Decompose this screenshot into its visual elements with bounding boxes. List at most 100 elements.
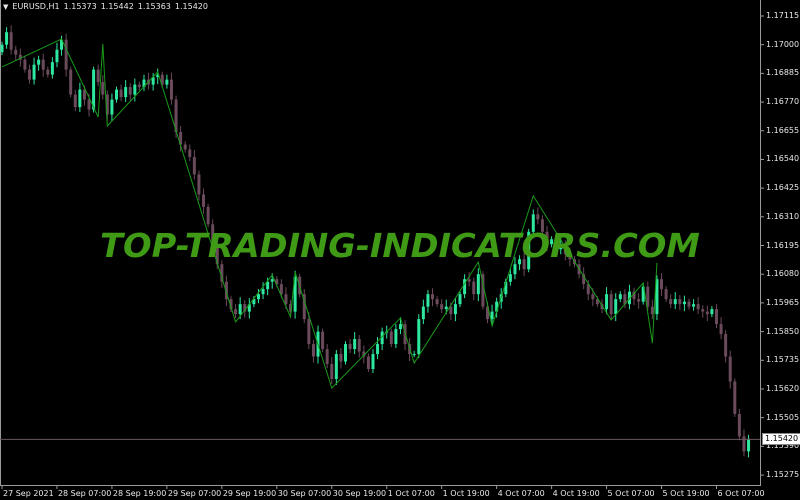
- candle-body: [595, 299, 599, 305]
- candle-body: [60, 39, 64, 50]
- candle: [655, 275, 659, 321]
- candle-body: [82, 89, 86, 100]
- candle: [389, 328, 393, 348]
- candle: [618, 291, 622, 303]
- candle-body: [160, 74, 164, 85]
- candle-body: [476, 274, 480, 295]
- time-tick-label: 5 Oct 19:00: [662, 489, 710, 498]
- candle-body: [96, 69, 100, 83]
- candle: [692, 299, 696, 311]
- candle-body: [605, 294, 609, 310]
- candle-body: [206, 206, 210, 225]
- candle-body: [632, 291, 636, 300]
- candle-body: [73, 94, 77, 108]
- candle: [133, 78, 137, 102]
- candle: [664, 286, 668, 303]
- candle: [660, 273, 664, 297]
- candle-body: [151, 77, 155, 85]
- candle: [192, 149, 196, 180]
- time-tick-label: 6 Oct 07:00: [717, 489, 765, 498]
- candle: [41, 53, 45, 77]
- triangle-down-icon[interactable]: ▼: [3, 2, 9, 11]
- candle: [669, 294, 673, 309]
- candle: [453, 298, 457, 322]
- candle-body: [41, 59, 45, 70]
- candle: [490, 304, 494, 325]
- candle: [211, 219, 215, 249]
- candle: [527, 228, 531, 273]
- time-tick-label: 5 Oct 07:00: [607, 489, 655, 498]
- candle-body: [344, 344, 347, 362]
- candle: [169, 72, 173, 105]
- candle-body: [412, 354, 416, 356]
- candle: [714, 304, 718, 329]
- candle: [18, 48, 22, 67]
- time-tick-label: 29 Sep 19:00: [222, 489, 277, 498]
- candle: [495, 297, 499, 318]
- candle-body: [495, 301, 499, 312]
- candle-body: [50, 62, 54, 75]
- ohlc-low: 1.15363: [137, 2, 171, 11]
- candle-body: [256, 294, 260, 300]
- candle: [69, 66, 73, 98]
- candle-body: [724, 334, 728, 357]
- candle: [334, 350, 338, 385]
- time-tick-label: 28 Sep 19:00: [112, 489, 167, 498]
- time-tick-label: 4 Oct 07:00: [497, 489, 545, 498]
- candle-body: [563, 244, 567, 255]
- candle: [412, 351, 416, 358]
- candle: [719, 317, 723, 340]
- candle: [110, 93, 114, 122]
- candle: [476, 268, 480, 302]
- candle-body: [18, 54, 22, 60]
- price-tick-label: 1.16425: [766, 183, 800, 193]
- candle: [344, 341, 347, 365]
- candle-body: [701, 309, 705, 312]
- candle-body: [165, 79, 169, 85]
- candle: [637, 293, 641, 309]
- candle: [678, 295, 682, 311]
- candle-body: [440, 304, 444, 310]
- candle: [508, 269, 512, 286]
- candle: [183, 141, 187, 153]
- candle-body: [545, 231, 549, 245]
- candle-body: [600, 304, 604, 310]
- candle-body: [696, 304, 700, 310]
- candle-body: [646, 286, 650, 307]
- candle: [243, 300, 247, 318]
- candle: [9, 25, 13, 55]
- candle: [728, 350, 732, 389]
- candle-body: [87, 99, 91, 110]
- candle-body: [559, 244, 563, 250]
- candle-body: [733, 381, 737, 414]
- candle: [256, 289, 260, 304]
- candle-body: [655, 279, 659, 315]
- candle-body: [536, 214, 540, 220]
- candle: [160, 71, 164, 88]
- candle: [701, 305, 705, 318]
- candle-body: [614, 299, 618, 315]
- candle: [609, 290, 613, 321]
- price-tick-label: 1.15965: [766, 297, 800, 307]
- candles: [0, 25, 751, 458]
- candle: [696, 297, 700, 315]
- candle-body: [527, 231, 531, 270]
- price-tick-label: 1.15275: [766, 470, 800, 480]
- candle-body: [618, 294, 622, 300]
- candle: [394, 324, 398, 349]
- candle-body: [481, 274, 485, 307]
- candle-body: [321, 331, 325, 350]
- candle-body: [197, 174, 201, 195]
- candle: [50, 57, 54, 79]
- candle-body: [128, 87, 132, 95]
- candle-body: [124, 87, 128, 98]
- price-tick-label: 1.15850: [766, 326, 800, 336]
- zigzag-line: [1, 38, 658, 389]
- candle: [623, 289, 627, 309]
- candle: [737, 408, 741, 441]
- axis-ticks: [1, 15, 764, 489]
- price-tick-label: 1.16080: [766, 269, 800, 279]
- candle: [724, 330, 728, 363]
- time-tick-label: 28 Sep 07:00: [57, 489, 112, 498]
